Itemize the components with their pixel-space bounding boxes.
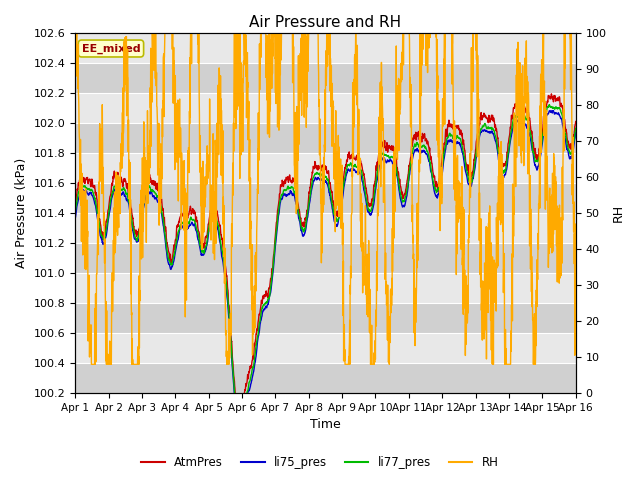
Bar: [75, 243, 576, 273]
Legend: AtmPres, li75_pres, li77_pres, RH: AtmPres, li75_pres, li77_pres, RH: [136, 452, 504, 474]
Y-axis label: Air Pressure (kPa): Air Pressure (kPa): [15, 158, 28, 268]
Bar: [75, 213, 576, 243]
Bar: [75, 33, 576, 62]
Bar: [75, 93, 576, 123]
Bar: [75, 183, 576, 213]
Bar: [75, 123, 576, 153]
X-axis label: Time: Time: [310, 419, 341, 432]
Bar: [75, 153, 576, 183]
Title: Air Pressure and RH: Air Pressure and RH: [250, 15, 401, 30]
Bar: [75, 363, 576, 393]
Bar: [75, 333, 576, 363]
Text: EE_mixed: EE_mixed: [82, 43, 140, 54]
Bar: [75, 62, 576, 93]
Y-axis label: RH: RH: [612, 204, 625, 222]
Bar: [75, 303, 576, 333]
Bar: [75, 273, 576, 303]
